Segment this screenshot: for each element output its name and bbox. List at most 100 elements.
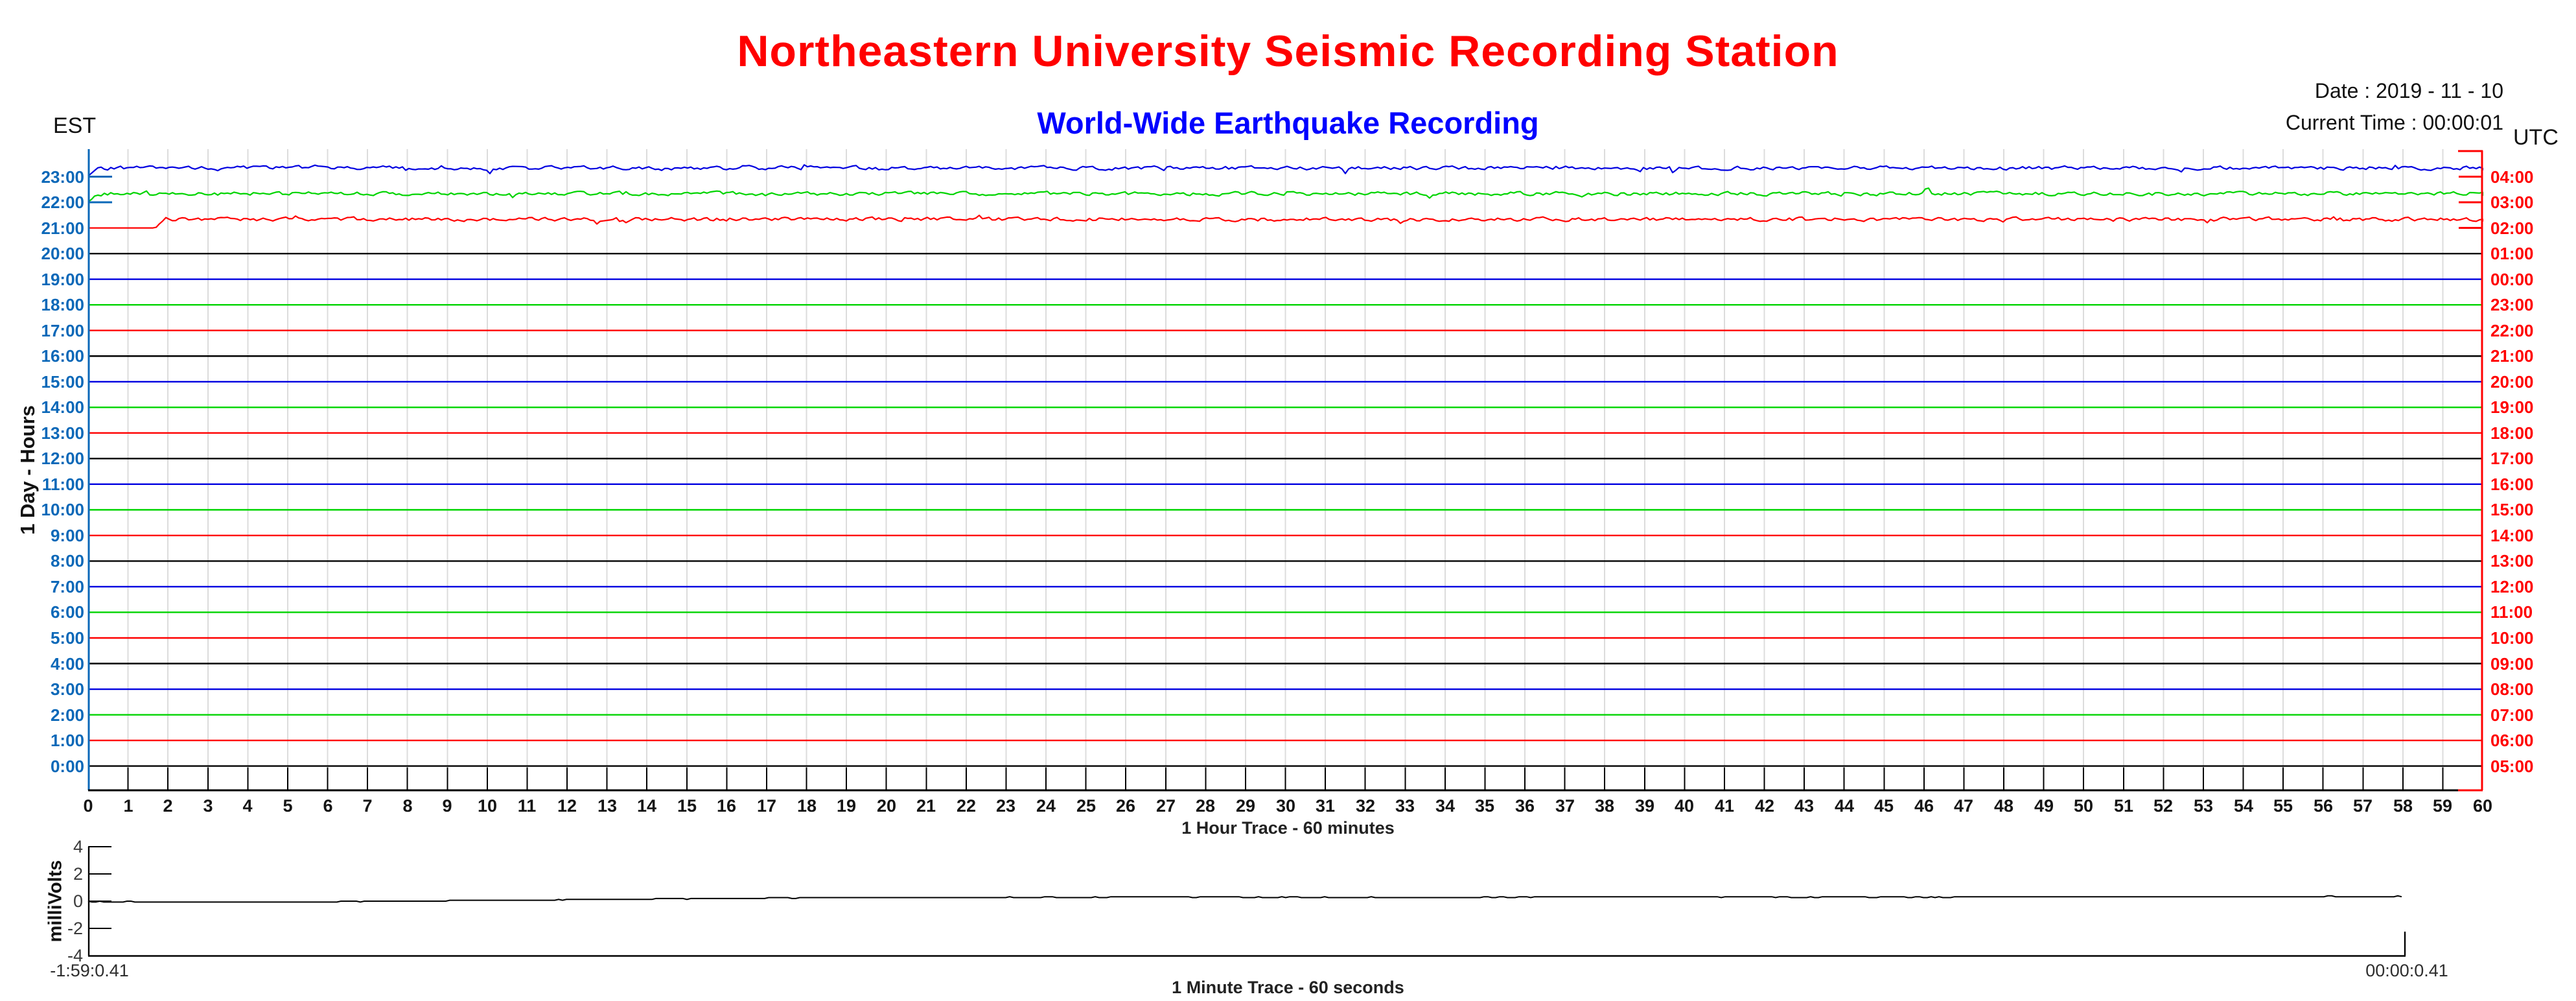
minute-number-label: 0 xyxy=(83,796,93,816)
est-hour-label: 13:00 xyxy=(41,423,85,443)
minute-number-label: 26 xyxy=(1115,796,1136,816)
hour-trace-rows xyxy=(87,164,2484,767)
est-hour-label: 6:00 xyxy=(50,602,84,622)
utc-hour-label: 04:00 xyxy=(2490,167,2534,187)
minute-number-label: 12 xyxy=(557,796,577,816)
minute-number-label: 47 xyxy=(1953,796,1974,816)
minute-number-label: 41 xyxy=(1714,796,1735,816)
est-hour-label: 8:00 xyxy=(50,551,84,571)
hour-trace-caption: 1 Hour Trace - 60 minutes xyxy=(1181,818,1395,838)
minute-number-label: 22 xyxy=(956,796,977,816)
est-hour-label: 14:00 xyxy=(41,397,85,417)
datetime-box: Date : 2019 - 11 - 10 Current Time : 00:… xyxy=(2286,75,2503,139)
minute-number-label: 7 xyxy=(362,796,373,816)
utc-hour-label: 18:00 xyxy=(2490,423,2534,443)
minute-trace-caption: 1 Minute Trace - 60 seconds xyxy=(1172,978,1404,997)
minute-number-label: 52 xyxy=(2153,796,2174,816)
utc-hour-label: 23:00 xyxy=(2490,295,2534,314)
minute-number-label: 5 xyxy=(283,796,293,816)
minute-number-label: 35 xyxy=(1474,796,1495,816)
date-label: Date : 2019 - 11 - 10 xyxy=(2314,79,2503,102)
est-hour-label: 11:00 xyxy=(41,475,84,494)
minute-number-label: 1 xyxy=(123,796,133,816)
minute-trace-start-time: -1:59:0.41 xyxy=(50,961,129,980)
utc-hour-label: 00:00 xyxy=(2490,270,2534,289)
minute-number-label: 10 xyxy=(477,796,498,816)
minute-number-label: 11 xyxy=(517,796,537,816)
utc-hour-label: 13:00 xyxy=(2490,551,2534,571)
est-hour-label: 0:00 xyxy=(50,757,84,776)
utc-hour-label: 22:00 xyxy=(2490,321,2534,340)
est-hour-label: 20:00 xyxy=(41,244,85,263)
minute-number-label: 43 xyxy=(1794,796,1815,816)
minute-number-label: 25 xyxy=(1076,796,1097,816)
minute-number-label: 34 xyxy=(1435,796,1456,816)
minute-number-label: 29 xyxy=(1235,796,1256,816)
est-hour-label: 23:00 xyxy=(41,167,85,187)
millivolt-tick-label: 0 xyxy=(73,891,83,911)
utc-hour-label: 20:00 xyxy=(2490,372,2534,392)
utc-hour-label: 02:00 xyxy=(2490,218,2534,238)
minute-number-label: 59 xyxy=(2432,796,2453,816)
minute-number-label: 8 xyxy=(402,796,413,816)
utc-hour-label: 06:00 xyxy=(2490,731,2534,750)
minute-number-label: 33 xyxy=(1395,796,1415,816)
utc-hour-label: 21:00 xyxy=(2490,346,2534,366)
minute-number-label: 9 xyxy=(442,796,452,816)
utc-hour-label: 05:00 xyxy=(2490,757,2534,776)
utc-hour-label: 15:00 xyxy=(2490,500,2534,519)
est-hour-label: 10:00 xyxy=(41,500,85,519)
minute-number-label: 17 xyxy=(756,796,777,816)
minute-number-label: 20 xyxy=(876,796,897,816)
est-hour-label: 4:00 xyxy=(50,654,84,674)
minute-number-label: 46 xyxy=(1914,796,1934,816)
minute-number-label: 58 xyxy=(2393,796,2413,816)
utc-hour-label: 16:00 xyxy=(2490,475,2534,494)
seismic-trace-21:00 xyxy=(88,215,2484,229)
est-timezone-label: EST xyxy=(53,113,97,138)
minute-voltage-trace xyxy=(87,895,2402,903)
page-title: Northeastern University Seismic Recordin… xyxy=(737,27,1839,76)
minute-gridlines xyxy=(127,149,2444,766)
est-hour-label: 2:00 xyxy=(50,705,84,725)
utc-hour-label: 08:00 xyxy=(2490,679,2534,699)
est-hour-label: 12:00 xyxy=(41,449,85,468)
est-hour-label: 3:00 xyxy=(50,679,84,699)
minute-number-label: 50 xyxy=(2073,796,2094,816)
est-hour-label: 5:00 xyxy=(50,628,84,648)
utc-hour-label: 10:00 xyxy=(2490,628,2534,648)
millivolt-tick-label: -4 xyxy=(67,946,83,965)
minute-number-label: 15 xyxy=(677,796,697,816)
minute-number-label: 16 xyxy=(716,796,737,816)
minute-number-label: 19 xyxy=(836,796,857,816)
utc-hour-label: 07:00 xyxy=(2490,705,2534,725)
minute-number-label: 4 xyxy=(242,796,253,816)
minute-number-label: 39 xyxy=(1634,796,1655,816)
millivolt-tick-label: 4 xyxy=(73,837,83,856)
minute-number-label: 53 xyxy=(2193,796,2214,816)
minute-number-label: 23 xyxy=(995,796,1016,816)
minute-number-label: 18 xyxy=(796,796,817,816)
minute-number-label: 24 xyxy=(1036,796,1056,816)
minute-number-label: 40 xyxy=(1674,796,1695,816)
minute-number-label: 38 xyxy=(1594,796,1615,816)
minute-number-label: 44 xyxy=(1834,796,1855,816)
millivolt-tick-label: -2 xyxy=(67,919,83,938)
chart-axes xyxy=(87,149,2483,792)
minute-number-label: 6 xyxy=(323,796,333,816)
millivolt-tick-label: 2 xyxy=(73,864,83,884)
est-hour-label: 22:00 xyxy=(41,193,85,212)
minute-number-label: 3 xyxy=(203,796,213,816)
est-hour-label: 7:00 xyxy=(50,577,84,596)
utc-hour-label: 09:00 xyxy=(2490,654,2534,674)
utc-hour-label: 17:00 xyxy=(2490,449,2534,468)
axis-tick-marks xyxy=(127,767,2444,790)
utc-hour-label: 03:00 xyxy=(2490,193,2534,212)
minute-number-label: 27 xyxy=(1155,796,1176,816)
minute-number-label: 28 xyxy=(1195,796,1216,816)
minute-number-label: 49 xyxy=(2034,796,2054,816)
utc-hour-label: 01:00 xyxy=(2490,244,2534,263)
est-hour-label: 1:00 xyxy=(50,731,84,750)
est-hour-label: 17:00 xyxy=(41,321,85,340)
seismic-trace-23:00 xyxy=(87,164,2484,177)
